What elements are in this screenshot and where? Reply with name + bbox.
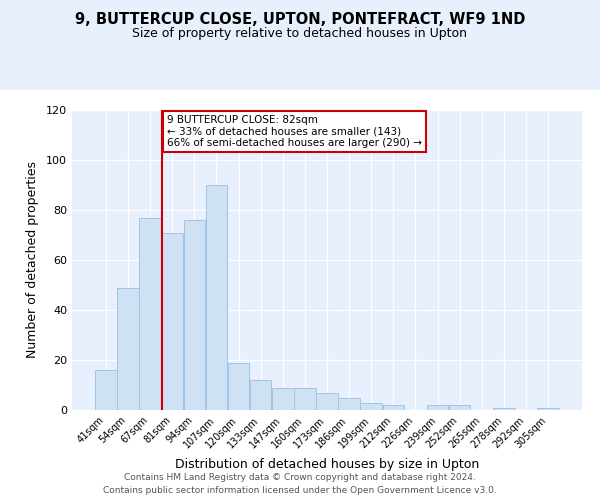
Bar [206,185,227,410]
Y-axis label: Number of detached properties: Number of detached properties [26,162,39,358]
Bar [139,218,161,410]
X-axis label: Distribution of detached houses by size in Upton: Distribution of detached houses by size … [175,458,479,471]
Bar [161,232,183,410]
Bar [184,220,205,410]
Bar [493,408,515,410]
Bar [383,405,404,410]
Bar [272,388,293,410]
Bar [228,362,249,410]
Bar [361,402,382,410]
Bar [338,398,360,410]
Bar [250,380,271,410]
Bar [95,370,116,410]
Text: Contains public sector information licensed under the Open Government Licence v3: Contains public sector information licen… [103,486,497,495]
Text: Size of property relative to detached houses in Upton: Size of property relative to detached ho… [133,28,467,40]
Bar [449,405,470,410]
Bar [294,388,316,410]
Bar [427,405,448,410]
Text: Contains HM Land Registry data © Crown copyright and database right 2024.: Contains HM Land Registry data © Crown c… [124,472,476,482]
Bar [538,408,559,410]
Text: 9, BUTTERCUP CLOSE, UPTON, PONTEFRACT, WF9 1ND: 9, BUTTERCUP CLOSE, UPTON, PONTEFRACT, W… [75,12,525,28]
Text: 9 BUTTERCUP CLOSE: 82sqm
← 33% of detached houses are smaller (143)
66% of semi-: 9 BUTTERCUP CLOSE: 82sqm ← 33% of detach… [167,115,422,148]
Bar [117,288,139,410]
Bar [316,392,338,410]
